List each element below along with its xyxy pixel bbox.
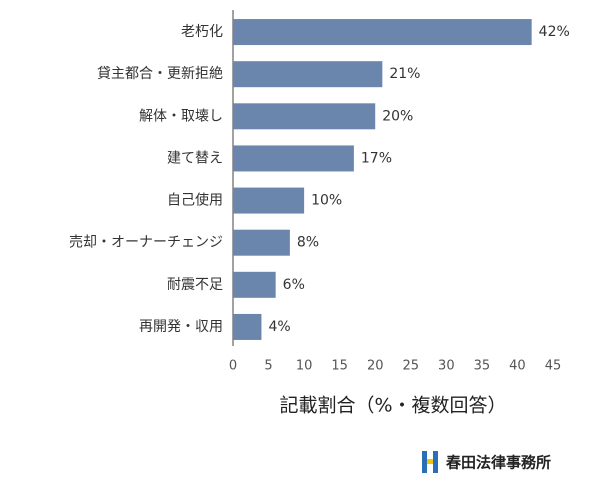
bar xyxy=(233,145,354,172)
data-label: 42% xyxy=(539,24,570,40)
data-label: 4% xyxy=(268,319,290,335)
bar xyxy=(233,103,376,130)
x-tick-label: 45 xyxy=(545,359,562,374)
bar xyxy=(233,187,305,214)
x-tick-label: 35 xyxy=(474,359,491,374)
x-tick-label: 40 xyxy=(509,359,526,374)
bar xyxy=(233,313,262,340)
data-label: 17% xyxy=(361,150,392,166)
data-label: 21% xyxy=(389,66,420,82)
data-label: 8% xyxy=(297,235,319,251)
x-tick-label: 30 xyxy=(438,359,455,374)
bar xyxy=(233,61,383,88)
y-tick-label: 耐震不足 xyxy=(167,277,223,293)
x-axis-title: 記載割合（%・複数回答） xyxy=(279,395,506,417)
x-tick-label: 0 xyxy=(229,359,237,374)
y-tick-label: 解体・取壊し xyxy=(139,108,223,124)
data-label: 6% xyxy=(283,277,305,293)
logo-icon xyxy=(422,451,438,473)
bar xyxy=(233,19,532,46)
y-tick-label: 老朽化 xyxy=(181,24,223,40)
x-tick-label: 10 xyxy=(296,359,313,374)
data-label: 20% xyxy=(382,108,413,124)
x-tick-label: 25 xyxy=(403,359,420,374)
y-tick-label: 売却・オーナーチェンジ xyxy=(69,235,223,251)
bar xyxy=(233,271,276,298)
x-tick-label: 5 xyxy=(264,359,272,374)
y-tick-label: 再開発・収用 xyxy=(139,319,223,335)
logo-text: 春田法律事務所 xyxy=(446,454,551,472)
y-tick-label: 建て替え xyxy=(167,150,223,166)
x-tick-label: 20 xyxy=(367,359,384,374)
x-tick-label: 15 xyxy=(331,359,348,374)
y-tick-label: 貸主都合・更新拒絶 xyxy=(97,66,223,82)
data-label: 10% xyxy=(311,193,342,209)
y-tick-label: 自己使用 xyxy=(167,192,223,209)
bar xyxy=(233,229,290,256)
